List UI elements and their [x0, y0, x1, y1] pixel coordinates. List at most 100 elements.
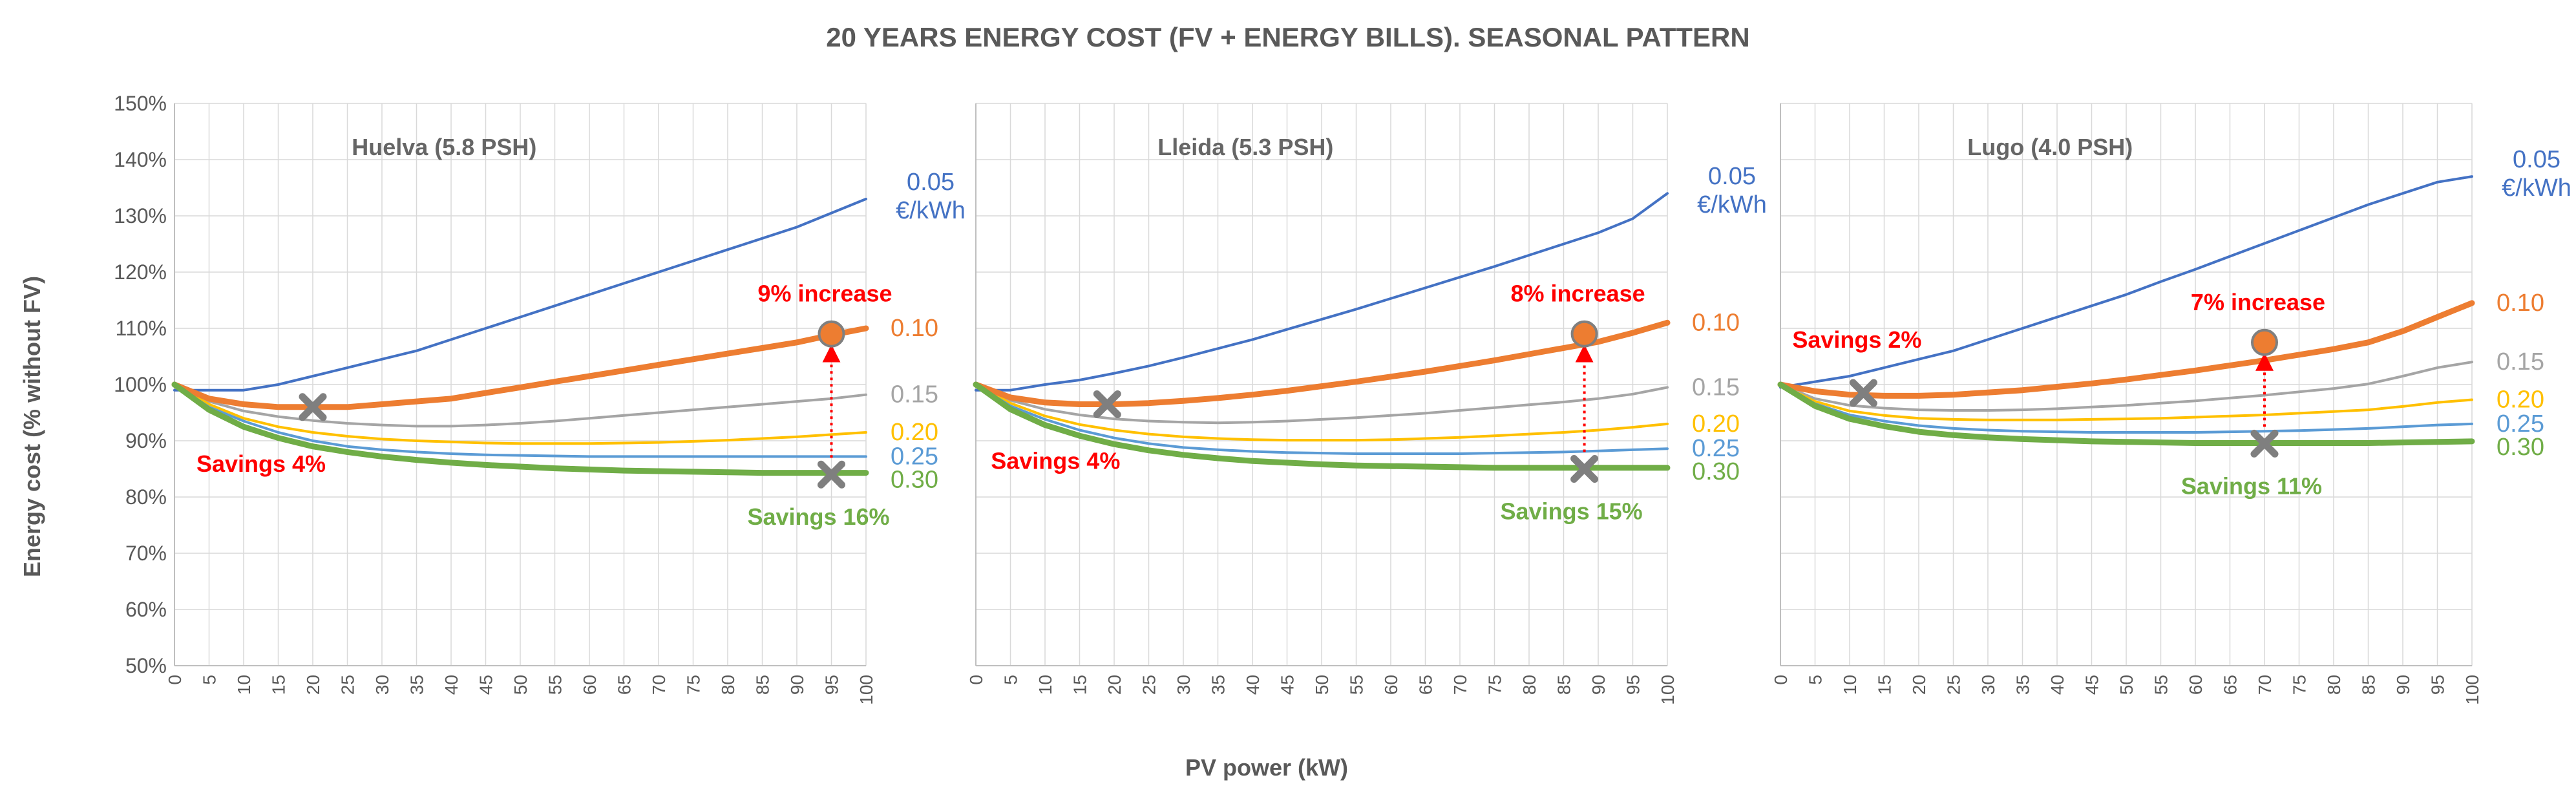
series-line-0-20 — [173, 383, 867, 445]
x-tick-label: 30 — [372, 675, 392, 695]
x-tick-label: 50 — [2117, 675, 2137, 695]
x-tick-label: 15 — [269, 675, 289, 695]
x-tick-label: 50 — [1312, 675, 1332, 695]
savings-marker-high — [2250, 429, 2279, 458]
series-label-0-15: 0.15 — [891, 381, 938, 408]
x-tick-label: 95 — [2428, 675, 2448, 695]
panel-label: Lleida (5.3 PSH) — [1157, 134, 1333, 160]
x-tick-label: 80 — [1519, 675, 1539, 695]
series-label-0-10: 0.10 — [2497, 290, 2544, 317]
savings-low-annotation: Savings 4% — [196, 450, 326, 477]
y-tick-label: 70% — [125, 542, 167, 565]
y-tick-label: 120% — [114, 260, 167, 284]
x-tick-label: 75 — [1485, 675, 1505, 695]
x-tick-label: 35 — [407, 675, 427, 695]
series-line-0-25 — [975, 383, 1669, 455]
x-tick-label: 90 — [2393, 675, 2413, 695]
x-tick-label: 40 — [441, 675, 461, 695]
y-tick-label: 140% — [114, 148, 167, 171]
series-label-0-10: 0.10 — [1692, 309, 1740, 336]
x-tick-label: 100 — [2462, 675, 2482, 705]
x-tick-label: 75 — [684, 675, 704, 695]
y-tick-label: 110% — [116, 317, 167, 340]
x-tick-label: 75 — [2290, 675, 2310, 695]
series-label-0-15: 0.15 — [1692, 374, 1740, 401]
savings-high-annotation: Savings 16% — [747, 503, 889, 530]
x-tick-label: 5 — [200, 675, 220, 685]
x-tick-label: 20 — [1909, 675, 1929, 695]
x-tick-label: 45 — [2082, 675, 2102, 695]
x-tick-label: 65 — [2221, 675, 2241, 695]
series-label-0-15: 0.15 — [2497, 348, 2544, 376]
x-tick-label: 10 — [1840, 675, 1860, 695]
x-tick-label: 55 — [2151, 675, 2171, 695]
series-label-0-30: 0.30 — [891, 466, 938, 493]
chart-title: 20 YEARS ENERGY COST (FV + ENERGY BILLS)… — [826, 22, 1749, 52]
x-tick-label: 70 — [649, 675, 669, 695]
series-label-0-25: 0.25 — [891, 443, 938, 470]
series-label-0-05: 0.05 €/kWh — [1697, 163, 1767, 218]
savings-marker-high — [818, 460, 845, 489]
savings-low-annotation: Savings 4% — [991, 447, 1120, 474]
x-tick-label: 0 — [165, 675, 185, 685]
series-line-0-20 — [1779, 383, 2473, 421]
savings-marker-low — [1849, 379, 1877, 407]
series-line-0-15 — [1779, 361, 2473, 412]
x-tick-label: 45 — [476, 675, 496, 695]
x-tick-label: 65 — [1416, 675, 1436, 695]
x-tick-label: 25 — [338, 675, 358, 695]
series-line-0-05 — [1779, 175, 2473, 389]
x-tick-label: 55 — [545, 675, 565, 695]
x-tick-label: 45 — [1278, 675, 1298, 695]
x-axis-title: PV power (kW) — [1185, 754, 1348, 781]
x-tick-label: 10 — [234, 675, 254, 695]
x-tick-label: 60 — [580, 675, 600, 695]
savings-marker-low — [1093, 390, 1121, 418]
x-tick-label: 85 — [753, 675, 773, 695]
x-tick-label: 15 — [1070, 675, 1090, 695]
x-tick-label: 90 — [787, 675, 807, 695]
series-label-0-05: 0.05 €/kWh — [2502, 146, 2571, 202]
y-tick-label: 100% — [114, 373, 167, 396]
x-tick-label: 30 — [1174, 675, 1194, 695]
x-tick-label: 50 — [511, 675, 531, 695]
x-tick-label: 5 — [1806, 675, 1826, 685]
series-line-0-10 — [171, 325, 869, 410]
series-line-0-10 — [1777, 300, 2475, 399]
x-tick-label: 25 — [1139, 675, 1159, 695]
series-line-0-15 — [173, 383, 867, 428]
x-tick-label: 70 — [1450, 675, 1470, 695]
panel-2: 0 5 10 15 20 25 30 35 40 45 50 55 60 65 70 75 80 85 90 95 10… — [966, 103, 1767, 705]
x-tick-label: 95 — [1623, 675, 1643, 695]
x-tick-label: 60 — [1381, 675, 1401, 695]
x-tick-label: 80 — [2324, 675, 2344, 695]
x-tick-label: 40 — [2047, 675, 2067, 695]
x-tick-label: 85 — [2359, 675, 2379, 695]
savings-marker-high — [1570, 455, 1599, 483]
y-tick-label: 90% — [125, 429, 167, 452]
panel-label: Huelva (5.8 PSH) — [352, 134, 536, 160]
series-label-0-10: 0.10 — [891, 315, 938, 342]
x-tick-label: 5 — [1001, 675, 1021, 685]
x-tick-label: 60 — [2186, 675, 2206, 695]
series-line-0-25 — [1779, 383, 2473, 434]
panel-label: Lugo (4.0 PSH) — [1967, 134, 2133, 160]
increase-annotation: 7% increase — [2191, 289, 2325, 315]
savings-marker-low — [299, 393, 327, 421]
series-line-0-15 — [975, 383, 1669, 425]
y-tick-label: 130% — [114, 204, 167, 227]
x-tick-label: 0 — [1771, 675, 1791, 685]
series-label-0-30: 0.30 — [2497, 434, 2544, 461]
series-line-0-10 — [973, 319, 1671, 407]
x-tick-label: 15 — [1875, 675, 1895, 695]
x-tick-label: 20 — [303, 675, 323, 695]
x-tick-label: 70 — [2255, 675, 2275, 695]
y-tick-label: 150% — [114, 92, 167, 115]
x-tick-label: 65 — [615, 675, 635, 695]
series-line-0-20 — [975, 383, 1669, 442]
x-tick-label: 0 — [966, 675, 986, 685]
increase-marker — [1570, 320, 1598, 348]
savings-high-annotation: Savings 15% — [1501, 498, 1643, 525]
y-tick-label: 80% — [125, 485, 167, 509]
